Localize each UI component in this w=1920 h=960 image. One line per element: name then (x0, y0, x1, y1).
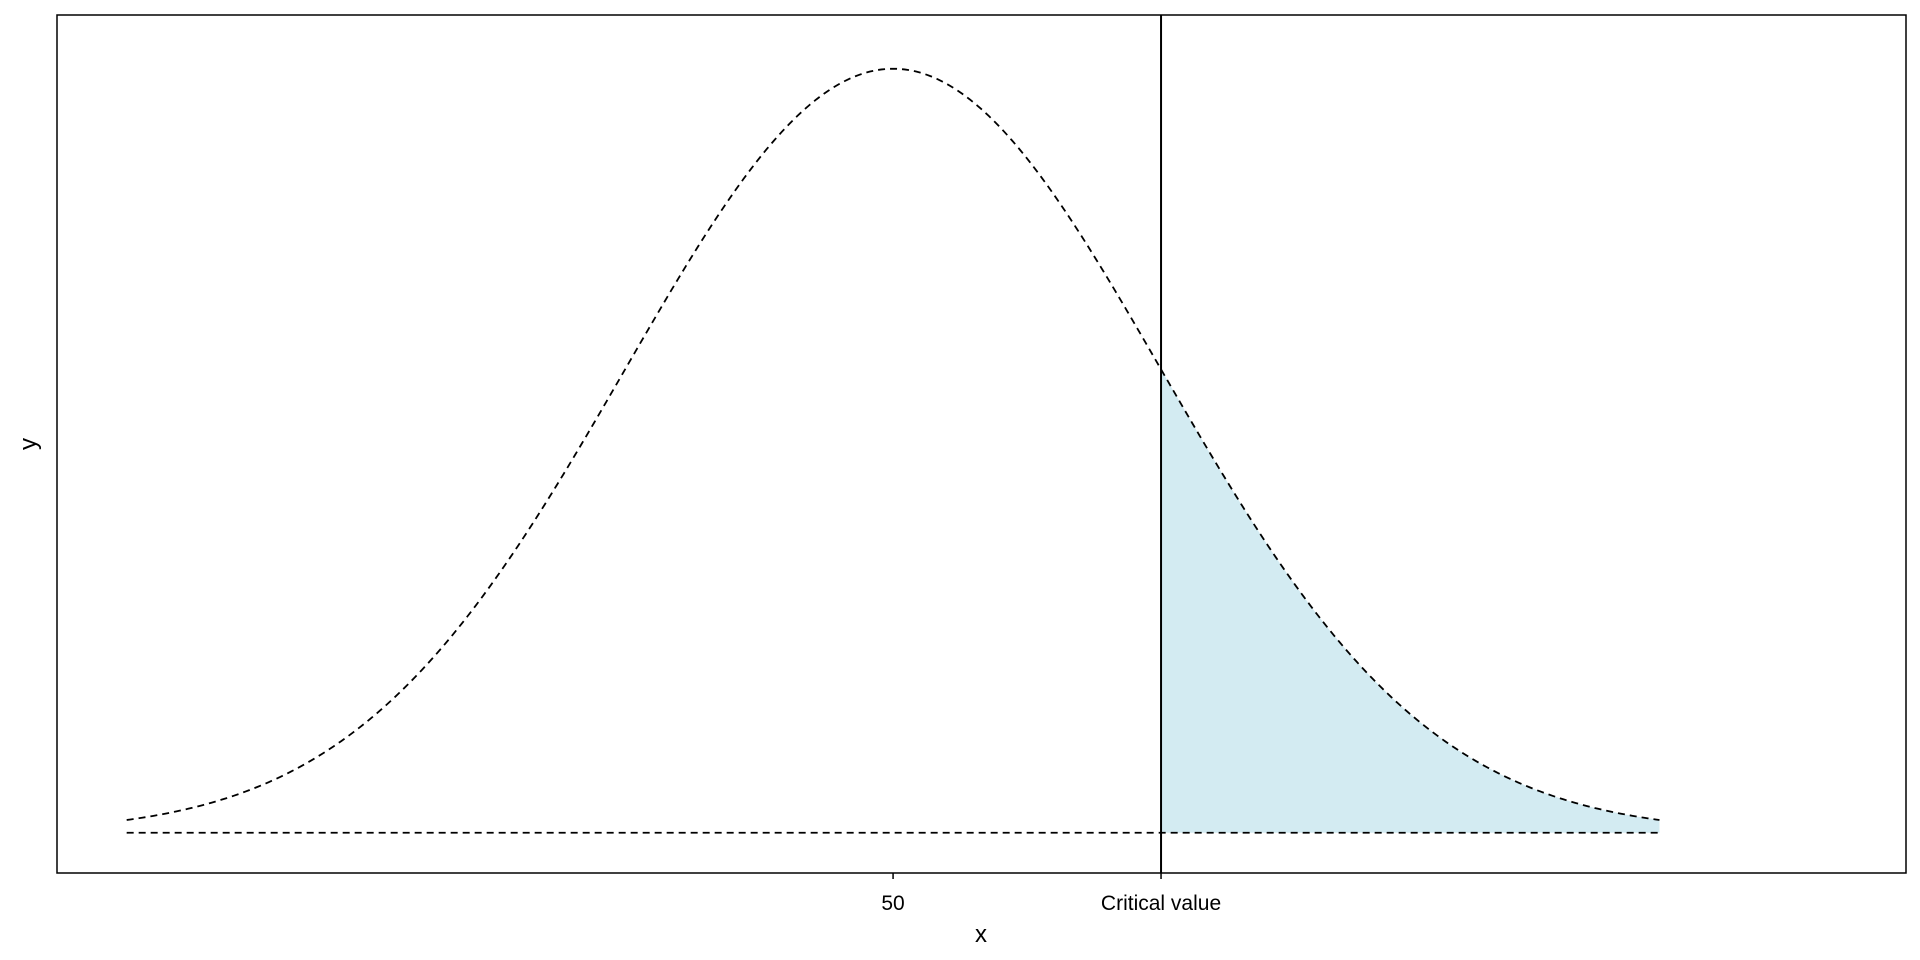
shaded-tail-area (1161, 369, 1660, 833)
x-tick-label: Critical value (1101, 892, 1221, 915)
x-axis-title: x (975, 921, 987, 948)
y-axis-title: y (15, 438, 42, 450)
x-tick-label: 50 (881, 892, 904, 915)
plot-frame (56, 14, 1907, 874)
density-curve (126, 67, 1660, 821)
